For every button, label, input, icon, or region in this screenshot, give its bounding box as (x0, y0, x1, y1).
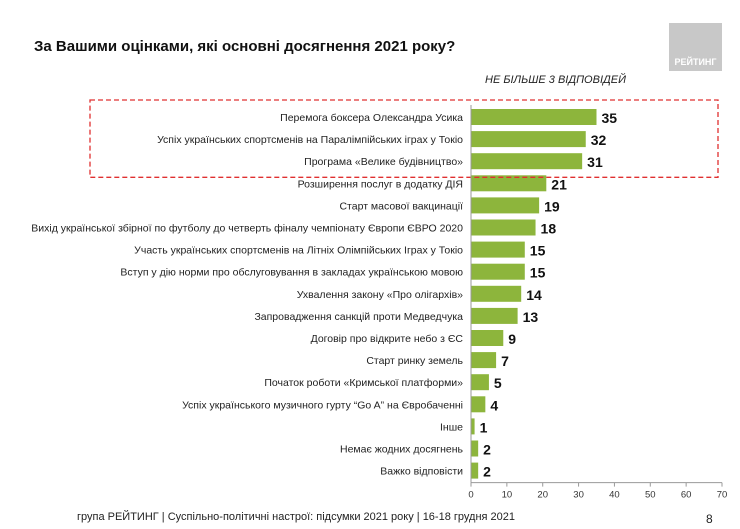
bar (471, 285, 522, 302)
data-label: 21 (551, 176, 567, 192)
chart-note: НЕ БІЛЬШЕ 3 ВІДПОВІДЕЙ (485, 74, 626, 86)
rating-logo: РЕЙТИНГ (669, 23, 722, 71)
bar (471, 175, 547, 192)
chart-title: За Вашими оцінками, які основні досягнен… (34, 38, 456, 55)
category-label: Участь українських спортсменів на Літніх… (134, 245, 463, 257)
category-label: Інше (440, 421, 463, 433)
category-label: Програма «Велике будівництво» (304, 156, 463, 168)
x-tick-label: 50 (645, 490, 656, 501)
bar (471, 109, 597, 125)
bar (471, 418, 475, 435)
category-label: Запровадження санкцій проти Медведчука (254, 311, 463, 323)
data-label: 4 (490, 397, 498, 413)
bar (471, 462, 479, 479)
category-label: Початок роботи «Кримської платформи» (264, 377, 463, 389)
category-label: Успіх українського музичного гурту “Go A… (182, 399, 463, 411)
category-label: Успіх українських спортсменів на Паралім… (157, 134, 463, 146)
data-label: 35 (602, 110, 618, 126)
category-label: Немає жодних досягнень (340, 444, 464, 456)
footer: група РЕЙТИНГ | Суспільно-політичні наст… (77, 511, 516, 523)
bar (471, 352, 497, 369)
category-label: Важко відповісти (380, 466, 463, 478)
data-label: 15 (530, 243, 546, 259)
data-label: 5 (494, 375, 502, 391)
bar (471, 440, 479, 457)
data-label: 15 (530, 265, 546, 281)
bar (471, 241, 525, 258)
data-label: 18 (541, 221, 557, 237)
bar (471, 330, 504, 346)
data-label: 2 (483, 464, 491, 480)
bar (471, 396, 486, 413)
category-label: Договір про відкрите небо з ЄС (311, 333, 464, 345)
x-tick-label: 60 (681, 490, 692, 501)
bar (471, 307, 518, 324)
category-label: Старт масової вакцинації (339, 200, 463, 212)
x-tick-label: 10 (502, 490, 513, 501)
bar (471, 374, 489, 391)
category-label: Розширення послуг в додатку ДІЯ (298, 178, 463, 190)
category-label: Старт ринку земель (366, 355, 463, 367)
data-label: 14 (526, 287, 542, 303)
bar (471, 263, 525, 280)
x-tick-label: 30 (573, 490, 584, 501)
category-label: Ухвалення закону «Про олігархів» (297, 289, 463, 301)
data-label: 7 (501, 353, 509, 369)
x-tick-label: 70 (717, 490, 728, 501)
x-tick-label: 20 (537, 490, 548, 501)
bar (471, 219, 536, 236)
category-label: Вступ у дію норми про обслуговування в з… (120, 267, 463, 279)
page-number: 8 (706, 512, 713, 526)
data-label: 19 (544, 198, 560, 214)
bar (471, 153, 583, 170)
bar (471, 197, 540, 214)
bar (471, 131, 586, 148)
x-tick-label: 40 (609, 490, 620, 501)
data-label: 13 (523, 309, 539, 325)
data-label: 1 (480, 419, 488, 435)
data-label: 2 (483, 442, 491, 458)
category-label: Вихід української збірної по футболу до … (31, 223, 463, 235)
data-label: 31 (587, 154, 603, 170)
x-tick-label: 0 (468, 490, 473, 501)
data-label: 9 (508, 331, 516, 347)
highlight-box (89, 99, 719, 178)
data-label: 32 (591, 132, 607, 148)
category-label: Перемога боксера Олександра Усика (280, 112, 463, 124)
